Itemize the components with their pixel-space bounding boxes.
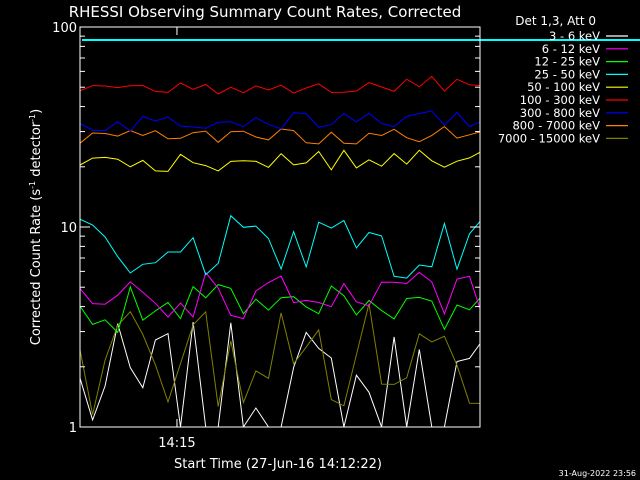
y-axis-label-suffix: ): [29, 109, 44, 114]
plot-area: N: [80, 39, 640, 427]
y-axis-label-sup1: -1: [28, 181, 37, 189]
legend-label: 300 - 800 keV: [520, 106, 600, 120]
annotation-layer: N: [82, 39, 640, 41]
y-tick-label: 100: [52, 21, 77, 36]
legend-label: 12 - 25 keV: [534, 55, 600, 69]
x-axis-label: Start Time (27-Jun-16 14:12:22): [174, 457, 382, 472]
y-axis-label-middle: detector: [29, 121, 44, 181]
legend-label: 25 - 50 keV: [534, 67, 600, 81]
legend-label: 50 - 100 keV: [527, 80, 600, 94]
timestamp: 31-Aug-2022 23:56: [559, 469, 636, 478]
legend-label: 7000 - 15000 keV: [498, 131, 600, 145]
y-axis-ticks: 1 10 100: [52, 21, 480, 436]
legend-label: 3 - 6 keV: [549, 29, 600, 43]
y-axis-label-prefix: Corrected Count Rate (s: [29, 189, 44, 346]
legend-label: 100 - 300 keV: [520, 93, 600, 107]
y-tick-label: 1: [69, 421, 77, 436]
y-axis-label-sup2: -1: [28, 114, 37, 122]
chart-title: RHESSI Observing Summary Count Rates, Co…: [69, 3, 462, 21]
legend-label: 6 - 12 keV: [542, 42, 600, 56]
x-tick-label: 14:15: [158, 436, 195, 451]
y-axis-label: Corrected Count Rate (s-1 detector-1): [28, 109, 44, 345]
y-tick-label: 10: [60, 221, 77, 236]
legend-label: 800 - 7000 keV: [512, 119, 600, 133]
x-axis-ticks: 14:1514:3014:4515:0015:1515:3015:45: [158, 27, 196, 451]
legend-title: Det 1,3, Att 0: [515, 14, 596, 28]
